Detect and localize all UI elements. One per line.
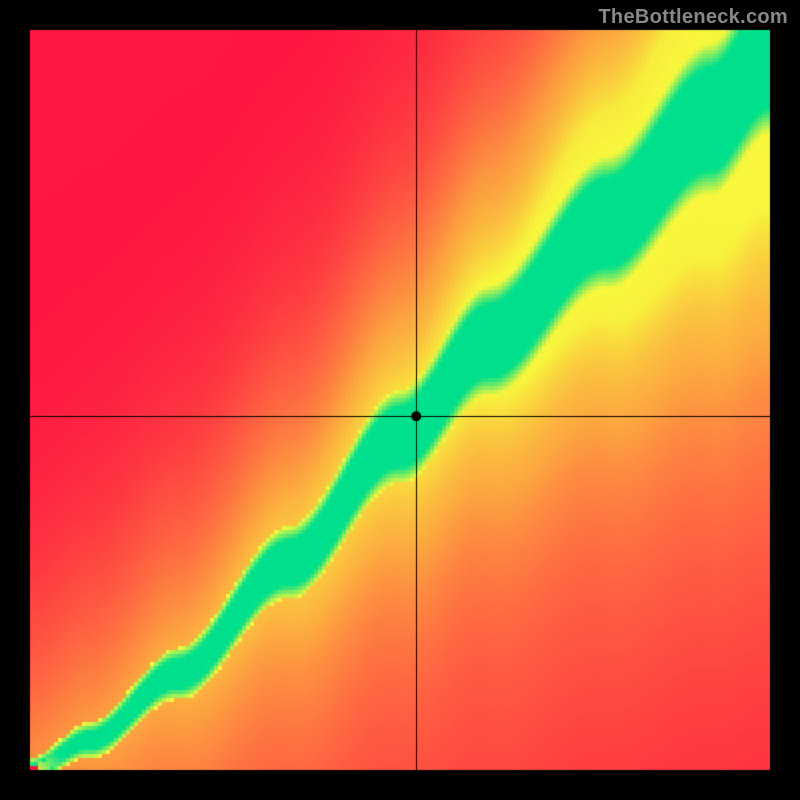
- heatmap-canvas: [0, 0, 800, 800]
- chart-container: TheBottleneck.com: [0, 0, 800, 800]
- watermark-text: TheBottleneck.com: [598, 6, 788, 29]
